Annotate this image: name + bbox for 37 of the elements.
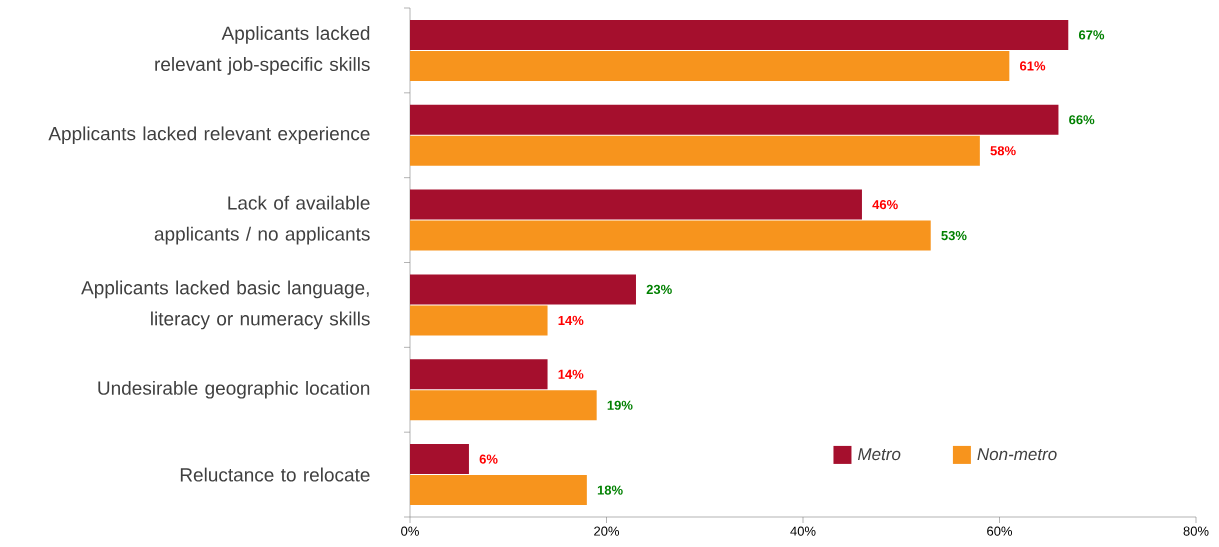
legend-label: Non-metro [977, 448, 1057, 461]
bar [410, 50, 1010, 81]
y-tick-label: Applicants lacked relevant job-specific skills [155, 26, 370, 75]
data-label: 58% [990, 146, 1016, 156]
data-label: 53% [941, 230, 967, 241]
data-label: 14% [558, 369, 584, 379]
bar [410, 274, 636, 305]
x-tick-label: 60% [987, 526, 1013, 536]
data-label: 66% [1069, 115, 1095, 125]
bar [410, 305, 548, 336]
x-tick-label: 80% [1183, 526, 1209, 536]
y-tick-label: Lack of available applicants / no applicants [154, 195, 370, 245]
y-tick-label: Applicants lacked relevant experience [48, 126, 370, 145]
data-label: 23% [646, 284, 672, 295]
bar [410, 444, 469, 475]
x-tick-label: 0% [401, 526, 419, 536]
bar [410, 220, 931, 251]
data-label: 14% [558, 315, 584, 326]
bar [410, 359, 548, 390]
data-label: 6% [479, 454, 498, 464]
bar [410, 189, 862, 220]
data-label: 67% [1078, 30, 1105, 40]
data-label: 19% [607, 400, 633, 410]
legend-label: Metro [857, 448, 901, 461]
x-tick-label: 20% [594, 526, 620, 536]
bar [410, 135, 980, 166]
data-label: 61% [1020, 61, 1046, 71]
bar [410, 104, 1059, 135]
bar [410, 390, 597, 421]
bar [410, 475, 587, 506]
data-label: 46% [872, 199, 898, 210]
x-tick-label: 40% [790, 526, 816, 536]
y-tick-label: Applicants lacked basic language, literacy or numeracy skills [81, 280, 370, 330]
y-tick-label: Undesirable geographic location [98, 380, 370, 399]
bar [410, 19, 1069, 50]
y-tick-label: Reluctance to relocate [180, 467, 370, 482]
data-label: 18% [597, 485, 623, 495]
